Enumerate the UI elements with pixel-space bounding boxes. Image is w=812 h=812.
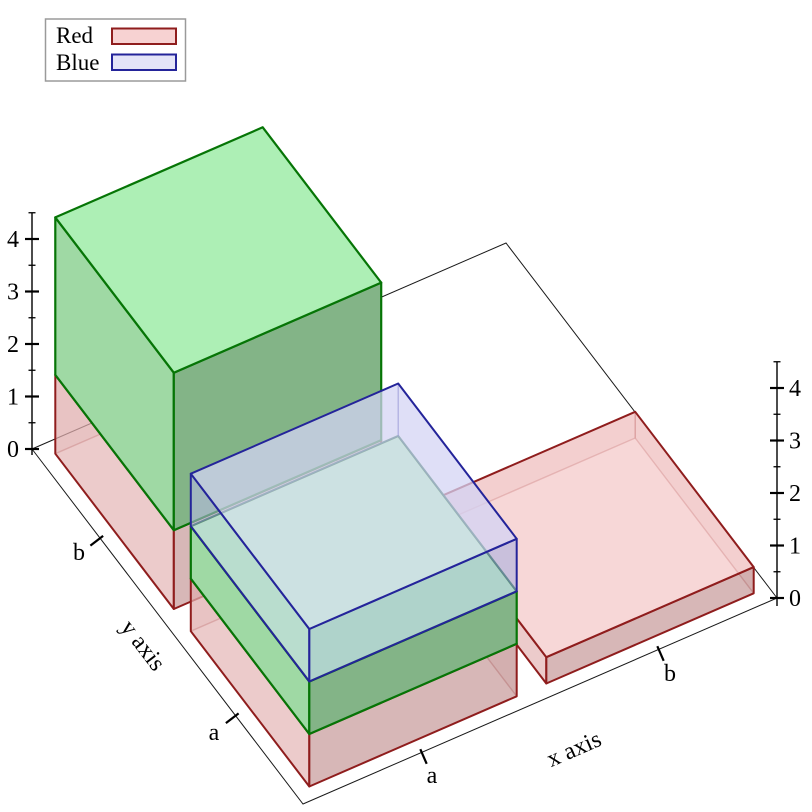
ground-grid <box>31 242 778 805</box>
bar-top-face <box>189 382 518 630</box>
legend-label-blue: Blue <box>56 50 99 75</box>
bar-top-face <box>54 126 383 374</box>
z-axis-tick-label: 1 <box>7 385 19 411</box>
category-tick <box>225 712 240 725</box>
y-axis-tick-label-b: b <box>73 540 85 566</box>
z-axis-tick-label: 0 <box>7 437 19 463</box>
legend: Red Blue <box>44 18 187 82</box>
z-axis-right: 0 1 2 3 4 <box>770 361 801 612</box>
plot-area-outline <box>31 242 778 805</box>
z-axis-tick-label: 3 <box>7 280 19 306</box>
category-tick <box>419 748 428 765</box>
z-axis-left: 0 1 2 3 4 <box>7 212 39 463</box>
z-axis-tick-label: 4 <box>789 376 801 402</box>
bars-layer <box>54 126 755 788</box>
z-axis-tick-label: 2 <box>7 332 19 358</box>
legend-swatch-red <box>111 27 177 45</box>
x-axis-tick-label-b: b <box>664 661 676 687</box>
z-axis-tick-label: 0 <box>789 586 801 612</box>
bar-a-a <box>189 382 518 788</box>
legend-label-red: Red <box>56 23 94 48</box>
y-axis-title: y axis <box>115 615 170 676</box>
z-axis-tick-label: 1 <box>789 534 801 560</box>
category-tick <box>656 645 665 662</box>
legend-swatch-blue <box>111 53 177 71</box>
y-axis-tick-label-a: a <box>209 720 220 746</box>
z-axis-tick-label: 2 <box>789 481 801 507</box>
x-axis-tick-label-a: a <box>427 763 438 789</box>
z-axis-tick-label: 4 <box>7 227 19 253</box>
category-tick <box>89 534 104 547</box>
z-axis-tick-label: 3 <box>789 429 801 455</box>
x-axis-title: x axis <box>543 726 605 772</box>
